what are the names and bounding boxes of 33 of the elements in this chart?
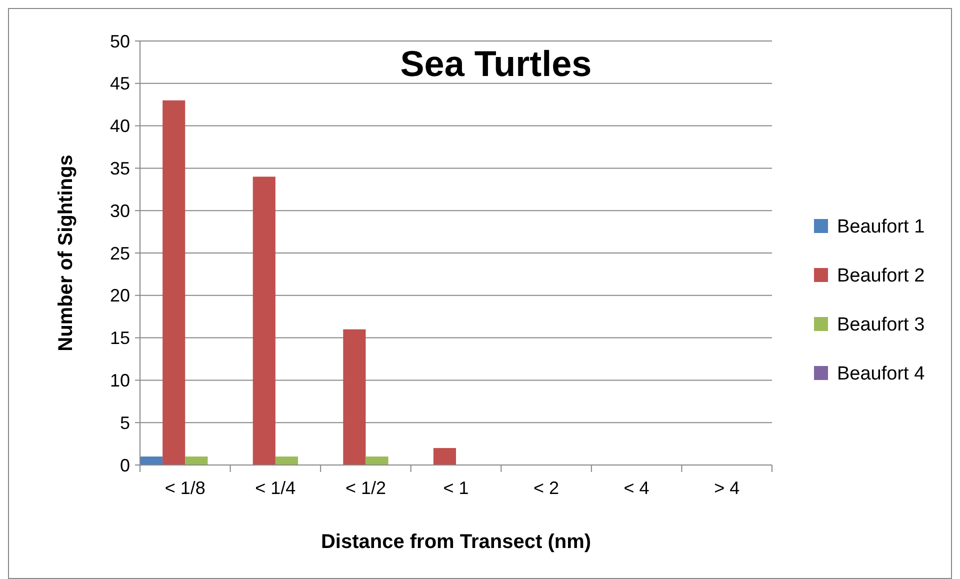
y-tick-label: 30 bbox=[110, 200, 130, 221]
y-tick-label: 25 bbox=[110, 243, 130, 264]
legend-label: Beaufort 3 bbox=[837, 314, 925, 336]
y-tick-label: 10 bbox=[110, 370, 130, 390]
y-tick-label: 35 bbox=[110, 158, 130, 178]
x-axis-title: Distance from Transect (nm) bbox=[320, 531, 592, 553]
legend-label: Beaufort 4 bbox=[837, 364, 926, 385]
bar bbox=[252, 176, 276, 465]
x-tick-label: < 4 bbox=[624, 478, 650, 498]
y-tick-label: 20 bbox=[110, 286, 130, 306]
y-tick-label: 40 bbox=[110, 116, 130, 136]
x-tick-label: < 1 bbox=[443, 478, 469, 498]
bar bbox=[185, 456, 208, 465]
chart-title: Sea Turtles bbox=[400, 43, 592, 84]
y-axis-title: Number of Sightings bbox=[55, 154, 77, 352]
bar bbox=[275, 456, 298, 465]
y-tick-label: 45 bbox=[110, 74, 130, 94]
bar bbox=[433, 448, 456, 465]
x-tick-label: > 4 bbox=[714, 478, 740, 498]
bar bbox=[343, 329, 366, 465]
bar bbox=[162, 100, 186, 465]
y-tick-label: 5 bbox=[120, 412, 130, 433]
x-tick-label: < 1/8 bbox=[164, 478, 206, 498]
y-tick-label: 15 bbox=[110, 328, 130, 348]
legend-label: Beaufort 2 bbox=[837, 266, 925, 287]
x-tick-label: < 1/2 bbox=[345, 478, 386, 498]
y-tick-label: 0 bbox=[120, 455, 130, 476]
bar bbox=[366, 456, 388, 465]
bar bbox=[140, 456, 163, 465]
legend-label: Beaufort 1 bbox=[837, 216, 925, 238]
y-tick-label: 50 bbox=[110, 31, 130, 52]
x-tick-label: < 1/4 bbox=[255, 478, 296, 498]
x-tick-label: < 2 bbox=[534, 478, 560, 498]
